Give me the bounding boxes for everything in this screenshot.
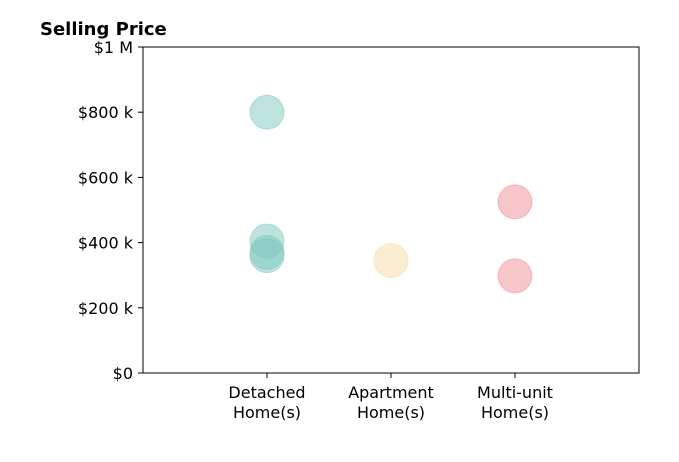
y-tick-label: $1 M: [94, 38, 133, 57]
data-point: [249, 94, 285, 130]
plot-area-frame: [142, 46, 640, 374]
y-axis: $0 $200 k $400 k $600 k $800 k $1 M: [78, 38, 143, 383]
x-tick-label: Apartment Home(s): [348, 383, 434, 422]
y-tick-label: $400 k: [78, 234, 134, 253]
data-point: [497, 184, 533, 220]
chart-title: Selling Price: [40, 19, 167, 40]
y-tick-label: $200 k: [78, 299, 134, 318]
x-tick-label: Multi-unit Home(s): [477, 383, 553, 422]
data-point: [497, 258, 533, 294]
data-point: [373, 243, 409, 279]
y-tick-label: $800 k: [78, 103, 134, 122]
data-point: [249, 238, 285, 274]
x-axis: Detached Home(s) Apartment Home(s) Multi-uni…: [228, 373, 553, 422]
data-points: [249, 94, 533, 294]
y-tick-label: $0: [113, 364, 133, 383]
y-tick-label: $600 k: [78, 168, 134, 187]
x-tick-label: Detached Home(s): [228, 383, 305, 422]
